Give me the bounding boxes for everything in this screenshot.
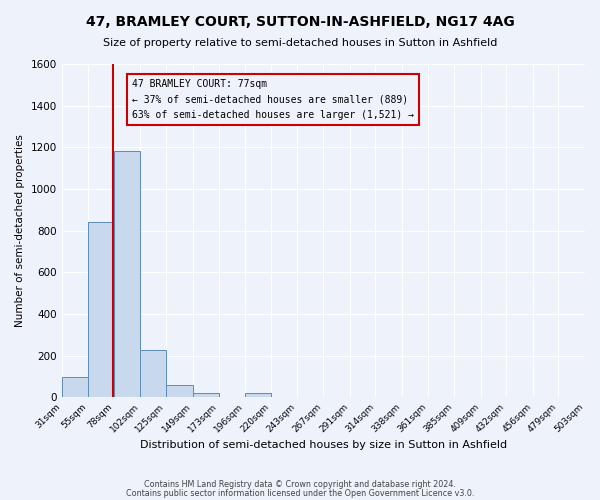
Bar — [140, 350, 166, 398]
Text: Contains public sector information licensed under the Open Government Licence v3: Contains public sector information licen… — [126, 489, 474, 498]
Text: Contains HM Land Registry data © Crown copyright and database right 2024.: Contains HM Land Registry data © Crown c… — [144, 480, 456, 489]
Text: Size of property relative to semi-detached houses in Sutton in Ashfield: Size of property relative to semi-detach… — [103, 38, 497, 48]
Bar — [166, 385, 193, 398]
Bar — [114, 150, 140, 398]
Text: 47, BRAMLEY COURT, SUTTON-IN-ASHFIELD, NG17 4AG: 47, BRAMLEY COURT, SUTTON-IN-ASHFIELD, N… — [86, 15, 514, 29]
X-axis label: Distribution of semi-detached houses by size in Sutton in Ashfield: Distribution of semi-detached houses by … — [140, 440, 507, 450]
Bar — [193, 394, 219, 398]
Y-axis label: Number of semi-detached properties: Number of semi-detached properties — [15, 134, 25, 327]
Bar — [62, 376, 88, 398]
Bar — [88, 222, 114, 398]
Text: 47 BRAMLEY COURT: 77sqm
← 37% of semi-detached houses are smaller (889)
63% of s: 47 BRAMLEY COURT: 77sqm ← 37% of semi-de… — [133, 79, 415, 120]
Bar — [245, 394, 271, 398]
